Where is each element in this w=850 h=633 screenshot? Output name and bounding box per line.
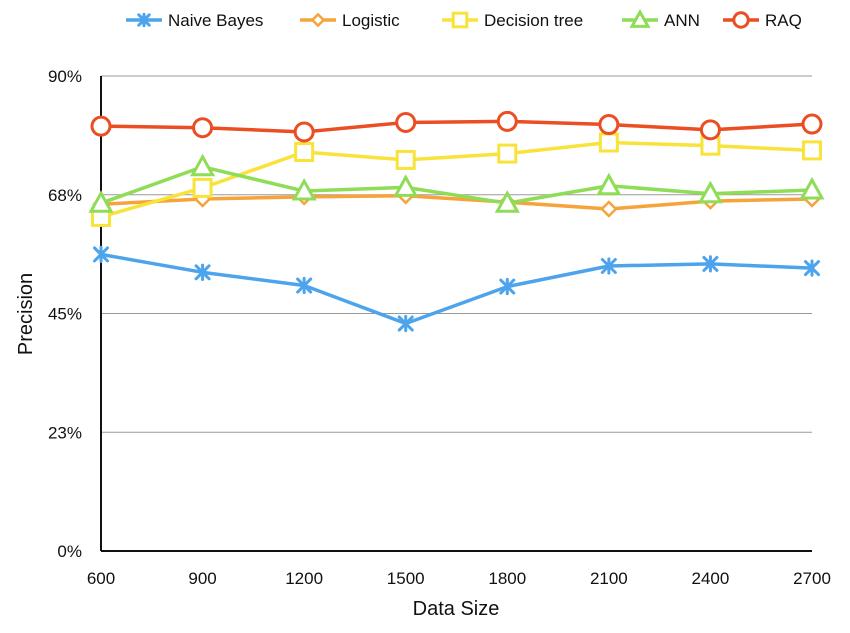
legend-item: RAQ <box>723 11 802 30</box>
legend: Naive Bayes Logistic Decision tree ANN RAQ <box>126 8 802 30</box>
data-point <box>192 177 213 198</box>
data-point <box>600 200 618 218</box>
data-point <box>732 11 750 29</box>
legend-item: Logistic <box>300 11 400 30</box>
y-axis-title: Precision <box>15 273 37 355</box>
data-point <box>88 190 114 213</box>
legend-label: Naive Bayes <box>168 11 263 30</box>
series-raq <box>90 110 823 143</box>
data-point <box>397 314 414 333</box>
series-line <box>100 140 813 219</box>
legend-label: Decision tree <box>484 11 583 30</box>
data-point <box>192 117 214 139</box>
legend-label: RAQ <box>765 11 802 30</box>
y-tick-label: 68% <box>48 186 82 205</box>
data-point <box>190 153 216 177</box>
series-line <box>100 165 813 205</box>
series-ann <box>88 153 825 213</box>
data-point <box>629 8 651 28</box>
y-tick-label: 90% <box>48 67 82 86</box>
series-decision-tree <box>91 132 822 227</box>
data-point <box>293 121 315 143</box>
series-line <box>100 252 813 326</box>
data-point <box>596 172 622 196</box>
data-point <box>451 11 469 29</box>
legend-item: Decision tree <box>442 11 583 30</box>
data-point <box>296 276 313 295</box>
series-line <box>100 194 813 211</box>
data-point <box>137 12 151 28</box>
data-point <box>395 111 417 133</box>
data-point <box>499 277 516 296</box>
data-point <box>90 115 112 137</box>
data-point <box>93 245 109 264</box>
data-point <box>600 257 617 275</box>
x-tick-label: 1200 <box>285 569 323 588</box>
data-point <box>497 143 518 164</box>
data-point <box>310 12 326 28</box>
data-point <box>804 259 820 277</box>
data-point <box>801 113 823 135</box>
y-tick-labels: 0% 23% 45% 68% 90% <box>48 67 82 561</box>
x-tick-label: 2100 <box>590 569 628 588</box>
data-point <box>702 255 719 273</box>
y-tick-label: 23% <box>48 423 82 442</box>
x-axis-title: Data Size <box>413 598 500 620</box>
data-point <box>294 142 315 162</box>
x-tick-labels: 600 900 1200 1500 1800 2100 2400 2700 <box>87 569 831 588</box>
series-naive-bayes <box>93 245 820 333</box>
x-tick-label: 1800 <box>488 569 526 588</box>
data-point <box>194 263 211 281</box>
x-tick-label: 2700 <box>793 569 831 588</box>
data-point <box>802 140 822 161</box>
data-point <box>291 177 317 201</box>
x-tick-label: 600 <box>87 569 115 588</box>
x-tick-label: 900 <box>188 569 216 588</box>
x-tick-label: 1500 <box>387 569 425 588</box>
legend-item: ANN <box>622 8 700 30</box>
data-point <box>395 149 416 170</box>
data-point <box>393 174 419 197</box>
data-point <box>697 180 723 204</box>
data-point <box>598 114 620 136</box>
data-point <box>598 132 619 153</box>
y-tick-label: 0% <box>57 542 82 561</box>
series-line <box>100 119 813 134</box>
y-tick-label: 45% <box>48 305 82 324</box>
legend-item: Naive Bayes <box>126 11 263 30</box>
data-point <box>799 176 825 200</box>
legend-label: ANN <box>664 11 700 30</box>
axes <box>100 76 812 552</box>
x-tick-label: 2400 <box>692 569 730 588</box>
series-lines <box>88 110 825 333</box>
data-point <box>496 110 518 132</box>
data-point <box>494 190 520 213</box>
legend-label: Logistic <box>342 11 400 30</box>
data-point <box>699 119 721 141</box>
